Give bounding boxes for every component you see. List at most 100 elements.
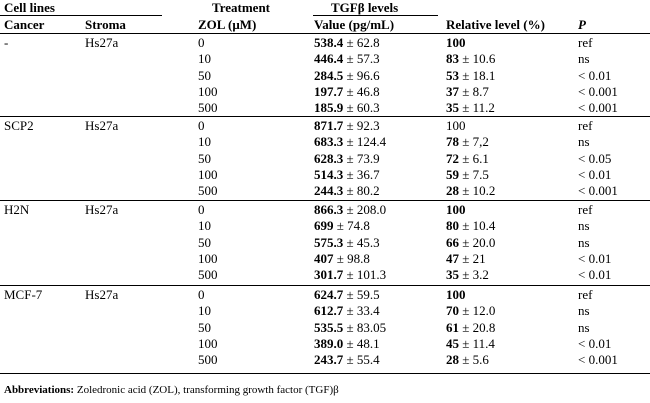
- p-value-cell: < 0.001: [578, 100, 618, 116]
- relative-mean: 70: [446, 303, 459, 319]
- p-value-cell: ns: [578, 51, 590, 67]
- relative-cell: 80 ± 10.4: [446, 218, 495, 234]
- relative-mean: 59: [446, 166, 459, 182]
- zol-cell: 0: [198, 118, 205, 133]
- header-zol: ZOL (μM): [198, 17, 257, 32]
- table-row: 100 389.0 ± 48.1 45 ± 11.4 < 0.01: [0, 336, 650, 352]
- relative-sd: ± 10.2: [459, 183, 496, 199]
- group-divider: [0, 200, 650, 201]
- table-row: 100 197.7 ± 46.8 37 ± 8.7 < 0.001: [0, 84, 650, 100]
- p-value-cell: ns: [578, 134, 590, 150]
- value-mean: 389.0: [314, 335, 344, 351]
- value-mean: 624.7: [314, 287, 344, 302]
- zol-cell: 0: [198, 35, 205, 50]
- zol-cell: 0: [198, 287, 205, 302]
- table-row: 10 699 ± 74.8 80 ± 10.4 ns: [0, 218, 650, 234]
- value-mean: 185.9: [314, 100, 344, 116]
- value-cell: 301.7 ± 101.3: [314, 267, 386, 283]
- relative-mean: 61: [446, 319, 459, 335]
- relative-cell: 35 ± 11.2: [446, 100, 495, 116]
- value-cell: 866.3 ± 208.0: [314, 202, 386, 218]
- value-cell: 612.7 ± 33.4: [314, 303, 380, 319]
- cancer-cell: MCF-7: [4, 287, 43, 302]
- relative-sd: ± 21: [459, 250, 486, 266]
- rule-header-bottom: [0, 33, 650, 34]
- value-sd: ± 62.8: [343, 35, 380, 50]
- relative-sd: ± 12.0: [459, 303, 496, 319]
- zol-cell: 500: [198, 100, 218, 116]
- stroma-cell: Hs27a: [85, 287, 119, 302]
- zol-cell: 50: [198, 150, 211, 166]
- relative-sd: ± 6.1: [459, 150, 489, 166]
- value-sd: ± 98.8: [333, 250, 370, 266]
- table-row: 100 407 ± 98.8 47 ± 21 < 0.01: [0, 251, 650, 267]
- value-sd: ± 33.4: [343, 303, 380, 319]
- zol-cell: 10: [198, 218, 211, 234]
- relative-cell: 53 ± 18.1: [446, 68, 495, 84]
- value-sd: ± 208.0: [343, 202, 387, 217]
- table-row: 10 683.3 ± 124.4 78 ± 7,2 ns: [0, 134, 650, 150]
- p-value-cell: < 0.001: [578, 183, 618, 199]
- value-mean: 243.7: [314, 352, 344, 368]
- value-sd: ± 46.8: [343, 83, 380, 99]
- relative-sd: ± 10.4: [459, 218, 496, 234]
- abbreviations-text: Zoledronic acid (ZOL), transforming grow…: [74, 384, 339, 396]
- table-row: 10 612.7 ± 33.4 70 ± 12.0 ns: [0, 303, 650, 319]
- value-cell: 699 ± 74.8: [314, 218, 370, 234]
- relative-sd: ± 18.1: [459, 67, 496, 83]
- relative-sd: ± 20.0: [459, 234, 496, 250]
- relative-cell: 61 ± 20.8: [446, 320, 495, 336]
- value-cell: 243.7 ± 55.4: [314, 352, 380, 368]
- value-cell: 407 ± 98.8: [314, 251, 370, 267]
- header-treatment: Treatment: [212, 0, 270, 15]
- relative-mean: 37: [446, 83, 459, 99]
- value-cell: 535.5 ± 83.05: [314, 320, 386, 336]
- relative-cell: 78 ± 7,2: [446, 134, 489, 150]
- relative-mean: 80: [446, 218, 459, 234]
- stroma-cell: Hs27a: [85, 118, 119, 133]
- table-row: 100 514.3 ± 36.7 59 ± 7.5 < 0.01: [0, 167, 650, 183]
- zol-cell: 500: [198, 183, 218, 199]
- value-cell: 514.3 ± 36.7: [314, 167, 380, 183]
- relative-mean: 100: [446, 35, 466, 50]
- relative-mean: 53: [446, 67, 459, 83]
- abbreviations-label: Abbreviations:: [4, 384, 75, 396]
- relative-sd: ± 7.5: [459, 166, 489, 182]
- value-sd: ± 83.05: [343, 319, 387, 335]
- zol-cell: 100: [198, 250, 218, 266]
- relative-cell: 59 ± 7.5: [446, 167, 489, 183]
- relative-mean: 47: [446, 250, 459, 266]
- relative-cell: 72 ± 6.1: [446, 151, 489, 167]
- p-value-cell: ref: [578, 202, 593, 217]
- value-mean: 575.3: [314, 234, 344, 250]
- p-value-cell: ref: [578, 35, 593, 50]
- zol-cell: 500: [198, 352, 218, 368]
- table-row: 500 185.9 ± 60.3 35 ± 11.2 < 0.001: [0, 100, 650, 116]
- value-mean: 301.7: [314, 267, 344, 283]
- header-relative: Relative level (%): [446, 17, 545, 32]
- relative-cell: 45 ± 11.4: [446, 336, 495, 352]
- value-sd: ± 101.3: [343, 267, 387, 283]
- p-value-cell: < 0.05: [578, 150, 612, 166]
- value-sd: ± 92.3: [343, 118, 380, 133]
- p-value-cell: ns: [578, 303, 590, 319]
- relative-cell: 100: [446, 202, 466, 218]
- value-cell: 446.4 ± 57.3: [314, 51, 380, 67]
- group-divider: [0, 285, 650, 286]
- relative-plain: 100: [446, 118, 466, 133]
- cancer-cell: H2N: [4, 202, 30, 217]
- relative-mean: 100: [446, 287, 466, 302]
- value-mean: 538.4: [314, 35, 344, 50]
- zol-cell: 10: [198, 51, 211, 67]
- stroma-cell: Hs27a: [85, 35, 119, 50]
- value-sd: ± 60.3: [343, 100, 380, 116]
- p-value-cell: < 0.01: [578, 166, 612, 182]
- abbreviations-footnote: Abbreviations: Zoledronic acid (ZOL), tr…: [4, 384, 339, 396]
- table-row: 500 301.7 ± 101.3 35 ± 3.2 < 0.01: [0, 267, 650, 283]
- zol-cell: 10: [198, 303, 211, 319]
- value-mean: 244.3: [314, 183, 344, 199]
- relative-cell: 66 ± 20.0: [446, 235, 495, 251]
- zol-cell: 100: [198, 83, 218, 99]
- value-cell: 628.3 ± 73.9: [314, 151, 380, 167]
- value-mean: 871.7: [314, 118, 344, 133]
